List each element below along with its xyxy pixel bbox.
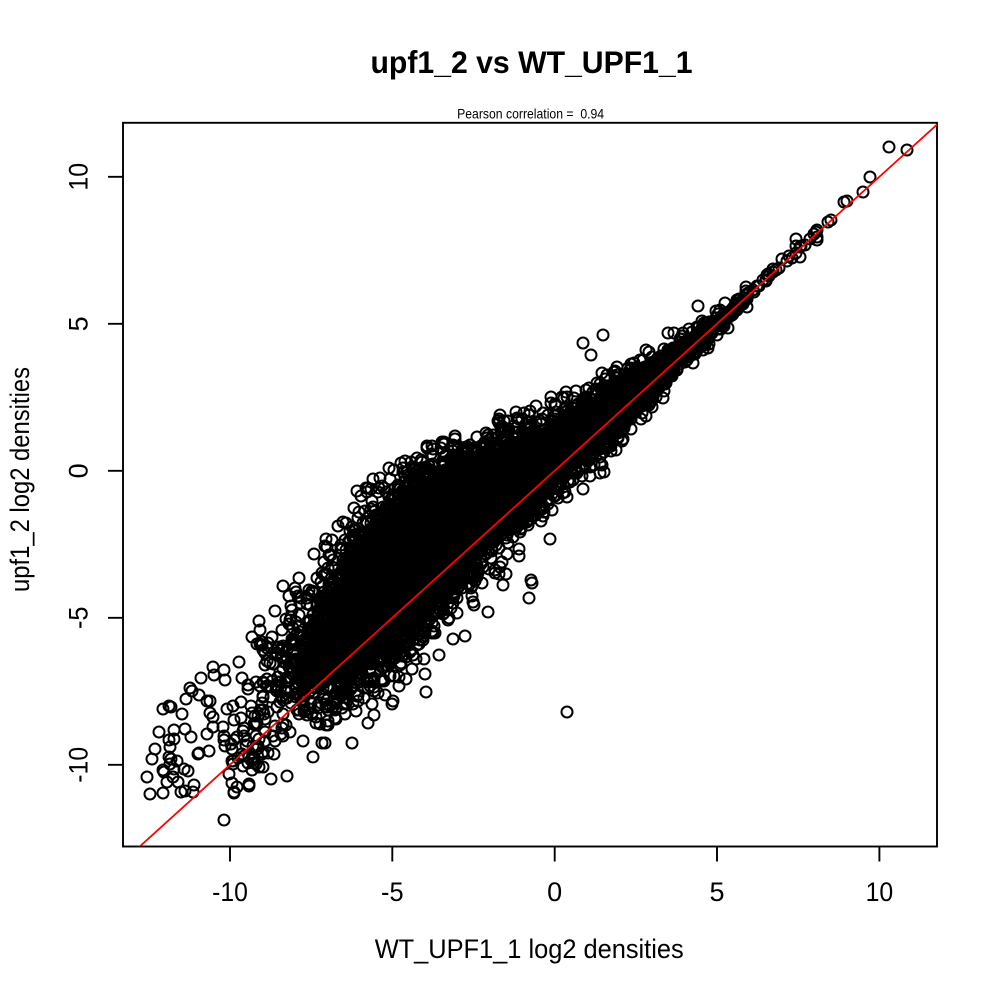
svg-text:-5: -5: [63, 607, 93, 630]
svg-text:0: 0: [63, 463, 93, 478]
svg-text:10: 10: [866, 877, 894, 907]
svg-text:Pearson correlation = 0.94: Pearson correlation = 0.94: [457, 105, 604, 121]
svg-text:10: 10: [63, 163, 93, 191]
svg-text:-5: -5: [381, 877, 404, 907]
svg-text:upf1_2 log2 densities: upf1_2 log2 densities: [5, 367, 35, 592]
svg-text:-10: -10: [212, 877, 248, 907]
svg-text:0: 0: [547, 877, 562, 907]
svg-text:WT_UPF1_1 log2 densities: WT_UPF1_1 log2 densities: [375, 934, 684, 964]
svg-text:upf1_2 vs WT_UPF1_1: upf1_2 vs WT_UPF1_1: [371, 44, 693, 80]
svg-text:-10: -10: [63, 747, 93, 783]
svg-text:5: 5: [709, 877, 724, 907]
svg-text:5: 5: [63, 316, 93, 331]
